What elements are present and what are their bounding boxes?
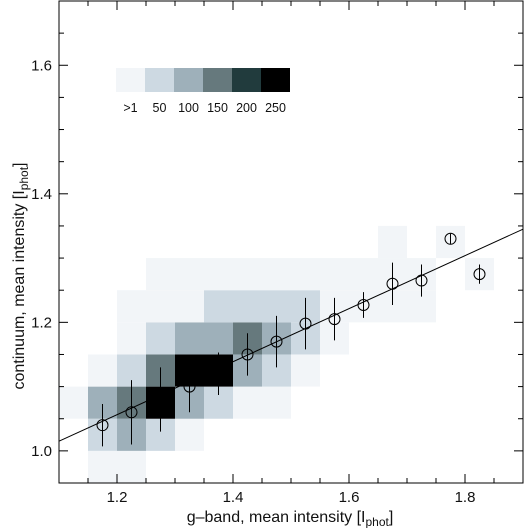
density-cell <box>320 258 349 291</box>
legend-swatch <box>232 68 261 92</box>
axis-ticks <box>58 0 524 484</box>
legend-label: 100 <box>178 101 199 115</box>
x-axis-label: g–band, mean intensity [Iphot] <box>187 509 394 528</box>
legend-swatch <box>145 68 174 92</box>
y-tick-labels: 1.0 1.2 1.4 1.6 <box>31 57 52 460</box>
x-tick-label: 1.8 <box>455 489 476 506</box>
mean-point <box>299 317 312 330</box>
x-tick-labels: 1.2 1.4 1.6 1.8 <box>107 489 476 506</box>
legend-label: 200 <box>236 101 257 115</box>
density-cell <box>291 258 320 291</box>
mean-point <box>125 406 138 419</box>
mean-point <box>270 335 283 348</box>
color-legend: >1 50 100 150 200 250 <box>116 68 290 115</box>
density-cell <box>59 386 88 419</box>
mean-point <box>415 274 428 287</box>
density-cell <box>117 450 146 483</box>
y-tick-label: 1.6 <box>31 57 52 74</box>
y-tick-label: 1.2 <box>31 314 52 331</box>
x-axis-label-main: g–band, mean intensity [I <box>187 509 366 526</box>
density-cell <box>291 354 320 387</box>
density-cell <box>175 258 204 291</box>
x-tick-label: 1.4 <box>223 489 244 506</box>
legend-label: 250 <box>265 101 286 115</box>
density-cell <box>175 322 204 355</box>
mean-point <box>241 348 254 361</box>
y-tick-label: 1.4 <box>31 186 52 203</box>
x-axis-label-close: ] <box>389 509 393 526</box>
density-cell <box>175 290 204 323</box>
density-cell <box>146 322 175 355</box>
density-cell <box>204 258 233 291</box>
density-cell <box>88 354 117 387</box>
mean-point <box>473 268 486 281</box>
density-cell <box>146 258 175 291</box>
fit-line <box>58 228 524 442</box>
legend-swatch <box>116 68 145 92</box>
legend-swatch <box>261 68 290 92</box>
legend-swatch <box>203 68 232 92</box>
legend-label: 50 <box>153 101 167 115</box>
density-cell <box>233 386 262 419</box>
y-tick-label: 1.0 <box>31 443 52 460</box>
density-cell <box>204 290 233 323</box>
legend-label: 150 <box>207 101 228 115</box>
mean-point <box>183 380 196 393</box>
legend-swatch <box>174 68 203 92</box>
density-cell <box>146 290 175 323</box>
density-cell <box>175 418 204 451</box>
y-axis-label: continuum, mean intensity [Iphot] <box>11 162 31 389</box>
mean-point <box>386 277 399 290</box>
y-axis-label-close: ] <box>11 162 28 166</box>
density-cell <box>262 386 291 419</box>
legend-label: >1 <box>123 101 137 115</box>
mean-point <box>212 367 225 380</box>
mean-point <box>444 232 457 245</box>
density-cell <box>233 290 262 323</box>
y-axis-label-subscript: phot <box>17 166 31 190</box>
x-tick-label: 1.2 <box>107 489 128 506</box>
density-cell <box>349 258 378 291</box>
mean-point <box>357 298 370 311</box>
mean-point <box>96 419 109 432</box>
x-tick-label: 1.6 <box>339 489 360 506</box>
mean-point <box>328 313 341 326</box>
mean-markers <box>96 232 486 432</box>
mean-point <box>154 393 167 406</box>
y-axis-label-main: continuum, mean intensity [I <box>11 190 28 389</box>
density-cell <box>117 322 146 355</box>
x-axis-label-subscript: phot <box>365 515 389 528</box>
density-cell <box>233 258 262 291</box>
density-cell <box>88 450 117 483</box>
density-cell <box>204 322 233 355</box>
density-cell <box>378 225 407 259</box>
density-cell <box>117 290 146 323</box>
density-cell <box>262 258 291 291</box>
